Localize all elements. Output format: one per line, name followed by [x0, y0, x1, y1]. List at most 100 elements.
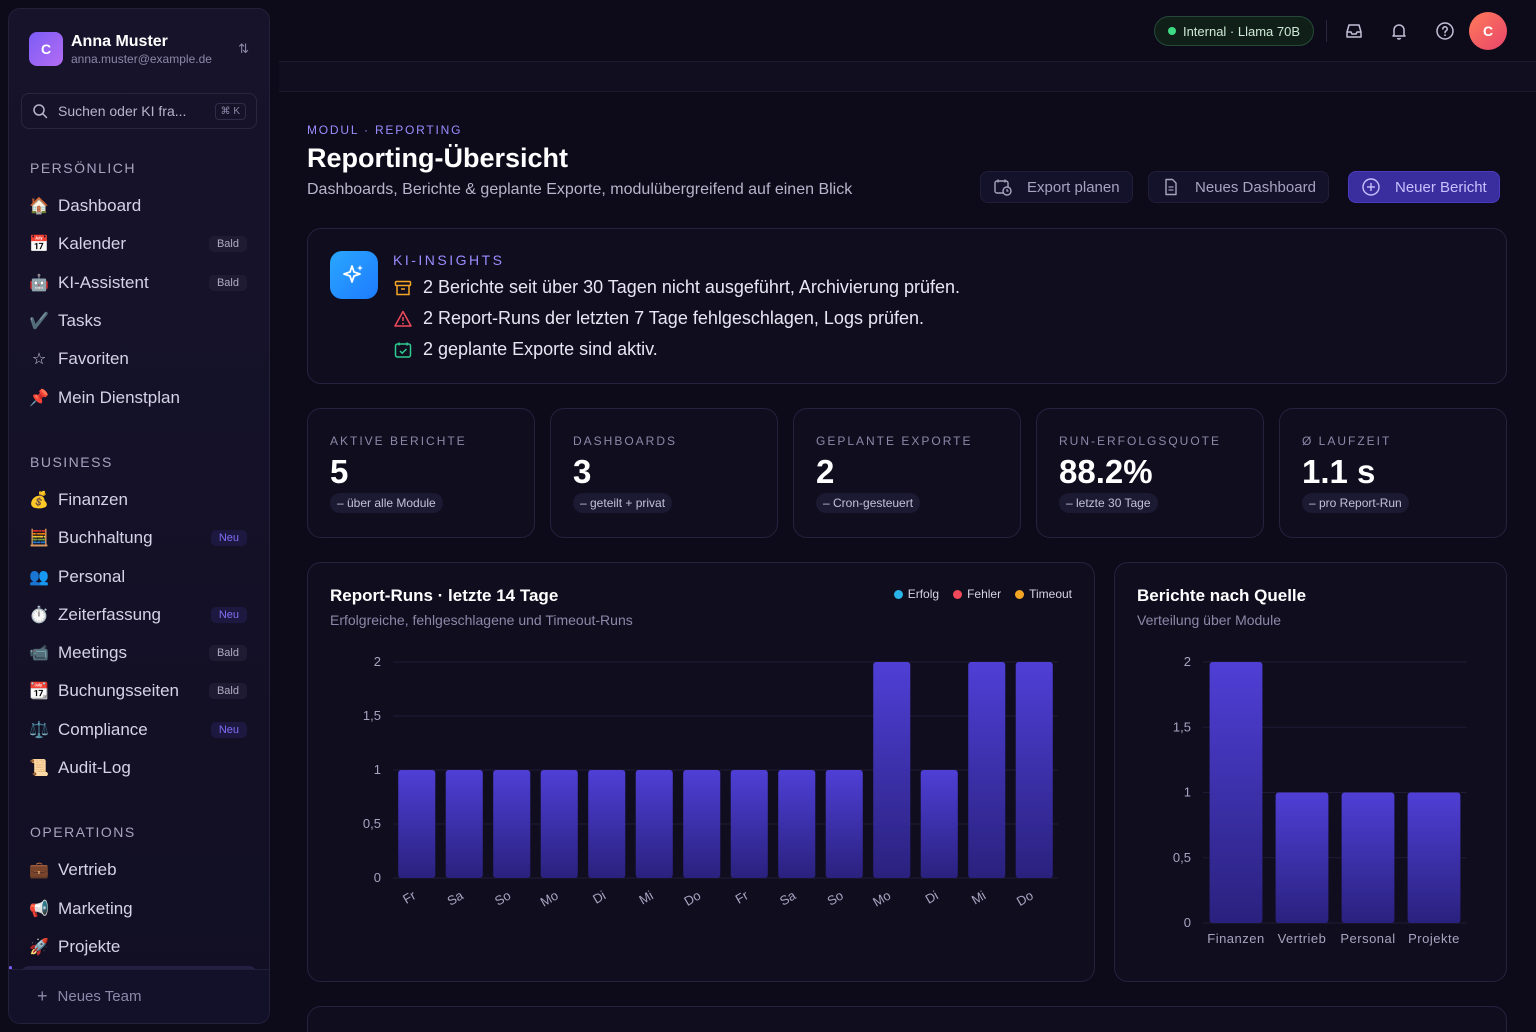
x-tick-label: Di — [923, 888, 941, 907]
sidebar-item-marketing[interactable]: 📢 Marketing — [21, 889, 257, 927]
plus-circle-icon — [1362, 178, 1380, 196]
bar[interactable] — [1341, 792, 1395, 924]
sidebar-item-finanzen[interactable]: 💰 Finanzen — [21, 481, 257, 519]
bar[interactable] — [683, 770, 721, 878]
top-bar — [279, 0, 1536, 62]
nav-badge: Bald — [208, 683, 247, 700]
nav-item-icon: 💰 — [29, 491, 49, 509]
sidebar-item-compliance[interactable]: ⚖️ Compliance Neu — [21, 711, 257, 749]
bar[interactable] — [730, 770, 768, 878]
document-icon — [1165, 178, 1177, 196]
account-avatar[interactable]: C — [1469, 12, 1507, 50]
nav-item-icon: 📆 — [29, 683, 49, 701]
kpi-card: RUN-ERFOLGSQUOTE 88.2% – letzte 30 Tage — [1036, 408, 1264, 538]
nav-item-icon: ⚖️ — [29, 721, 49, 739]
search-placeholder: Suchen oder KI fra... — [58, 103, 187, 119]
bar[interactable] — [778, 770, 816, 878]
user-avatar: C — [29, 32, 63, 66]
sidebar-item-vertrieb[interactable]: 💼 Vertrieb — [21, 851, 257, 889]
nav-item-icon: 📌 — [29, 389, 49, 407]
bar[interactable] — [873, 662, 911, 878]
sidebar-item-mein-dienstplan[interactable]: 📌 Mein Dienstplan — [21, 378, 257, 416]
sidebar-item-label: Compliance — [58, 719, 148, 739]
bar[interactable] — [445, 770, 483, 878]
nav-item-icon: 📅 — [29, 236, 49, 254]
sidebar-item-buchungsseiten[interactable]: 📆 Buchungsseiten Bald — [21, 672, 257, 710]
switch-account-icon[interactable]: ⇅ — [238, 41, 249, 56]
sidebar-item-buchhaltung[interactable]: 🧮 Buchhaltung Neu — [21, 519, 257, 557]
x-tick-label: Sa — [444, 887, 466, 908]
x-tick-label: Finanzen — [1207, 931, 1264, 946]
export-schedule-button[interactable]: Export planen — [980, 171, 1133, 203]
user-switcher[interactable]: C Anna Muster anna.muster@example.de ⇅ — [21, 21, 257, 77]
page-subtitle: Dashboards, Berichte & geplante Exporte,… — [307, 181, 853, 198]
bar[interactable] — [398, 770, 436, 878]
kpi-note: – geteilt + privat — [573, 493, 673, 513]
help-icon[interactable] — [1433, 19, 1457, 43]
chart-title: Berichte nach Quelle — [1137, 586, 1307, 605]
sidebar-nav: PERSÖNLICH 🏠 Dashboard 📅 Kalender Bald 🤖 KI-Ass… — [21, 149, 257, 1005]
sidebar-item-tasks[interactable]: ✔️ Tasks — [21, 302, 257, 340]
legend-swatch — [953, 589, 963, 599]
bar[interactable] — [920, 770, 958, 878]
nav-item-icon: 👥 — [29, 568, 49, 586]
model-selector[interactable]: Internal · Llama 70B — [1154, 16, 1314, 46]
sidebar-item-zeiterfassung[interactable]: ⏱️ Zeiterfassung Neu — [21, 596, 257, 634]
kpi-label: Ø LAUFZEIT — [1302, 434, 1392, 448]
next-card — [307, 1006, 1507, 1032]
sidebar-item-label: KI-Assistent — [58, 272, 149, 292]
insight-row: 2 geplante Exporte sind aktiv. — [393, 339, 658, 360]
kpi-card: DASHBOARDS 3 – geteilt + privat — [550, 408, 778, 538]
sidebar-item-meetings[interactable]: 📹 Meetings Bald — [21, 634, 257, 672]
sidebar: C Anna Muster anna.muster@example.de ⇅ S… — [8, 8, 270, 1024]
bar[interactable] — [1275, 792, 1329, 924]
kpi-value: 88.2% — [1059, 453, 1153, 490]
sidebar-item-label: Zeiterfassung — [58, 604, 161, 624]
x-tick-label: Di — [590, 888, 608, 907]
sidebar-item-audit-log[interactable]: 📜 Audit-Log — [21, 749, 257, 787]
sidebar-item-dashboard[interactable]: 🏠 Dashboard — [21, 187, 257, 225]
nav-section-title: OPERATIONS — [30, 824, 136, 841]
search-shortcut: ⌘ K — [214, 102, 246, 120]
bell-icon[interactable] — [1387, 19, 1411, 43]
nav-item-icon: 🏠 — [29, 198, 49, 216]
sidebar-item-label: Buchungsseiten — [58, 681, 179, 701]
legend-item: Timeout — [1015, 587, 1072, 601]
bar[interactable] — [588, 770, 626, 878]
inbox-icon[interactable] — [1342, 19, 1366, 43]
new-report-button[interactable]: Neuer Bericht — [1348, 171, 1500, 203]
sub-bar — [279, 62, 1536, 92]
ai-insights-title: KI-INSIGHTS — [393, 252, 505, 268]
bar[interactable] — [968, 662, 1006, 878]
reports-by-source-chart: 0 0,5 1 1,5 2 Finanzen Vertrieb Personal Projekt… — [1173, 654, 1467, 946]
x-tick-label: Fr — [733, 887, 752, 906]
bar[interactable] — [540, 770, 578, 878]
sidebar-item-label: Personal — [58, 566, 126, 586]
nav-item-icon: 📜 — [29, 760, 49, 777]
nav-badge: Neu — [210, 606, 247, 623]
bar[interactable] — [825, 770, 863, 878]
chart-subtitle: Verteilung über Module — [1137, 612, 1281, 628]
sidebar-item-ki-assistent[interactable]: 🤖 KI-Assistent Bald — [21, 264, 257, 302]
search-input[interactable]: Suchen oder KI fra... ⌘ K — [21, 93, 257, 129]
sidebar-item-personal[interactable]: 👥 Personal — [21, 557, 257, 595]
kpi-card: Ø LAUFZEIT 1.1 s – pro Report-Run — [1279, 408, 1507, 538]
nav-badge: Bald — [208, 274, 247, 291]
bar[interactable] — [1015, 662, 1053, 878]
new-dashboard-button[interactable]: Neues Dashboard — [1148, 171, 1329, 203]
sidebar-item-projekte[interactable]: 🚀 Projekte — [21, 928, 257, 966]
sidebar-item-label: Buchhaltung — [58, 528, 153, 548]
kpi-label: RUN-ERFOLGSQUOTE — [1059, 434, 1222, 448]
warning-icon — [394, 310, 412, 327]
sidebar-item-favoriten[interactable]: ☆ Favoriten — [21, 340, 257, 378]
new-report-label: Neuer Bericht — [1395, 178, 1487, 196]
bar[interactable] — [635, 770, 673, 878]
nav-gap — [21, 787, 257, 813]
new-team-button[interactable]: + Neues Team — [9, 969, 269, 1023]
bar[interactable] — [493, 770, 531, 878]
kpi-value: 2 — [816, 453, 835, 490]
bar[interactable] — [1407, 792, 1461, 924]
x-tick-label: Sa — [777, 887, 799, 908]
bar[interactable] — [1209, 662, 1263, 923]
sidebar-item-kalender[interactable]: 📅 Kalender Bald — [21, 225, 257, 263]
